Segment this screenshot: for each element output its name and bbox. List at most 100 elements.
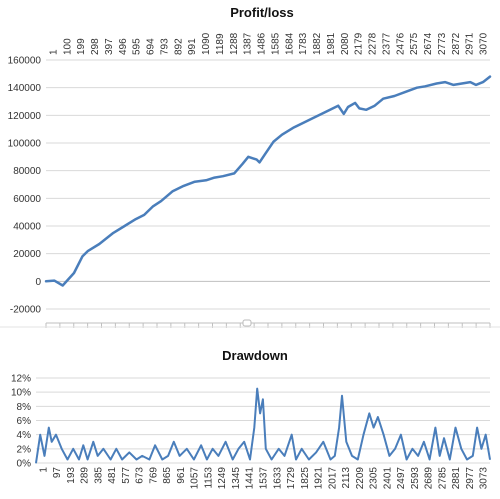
y-tick-label: 160000: [8, 56, 42, 67]
drawdown-y-axis: 0% 2% 4% 6% 8% 10% 12%: [11, 374, 31, 470]
x-tick-label: 1882: [312, 32, 323, 55]
x-tick-label: 1153: [203, 467, 214, 489]
data-point: [343, 113, 345, 115]
x-tick-label: 496: [118, 38, 129, 55]
x-tick-label: 2401: [382, 467, 393, 490]
data-point: [222, 175, 224, 177]
x-tick-label: 1189: [215, 33, 226, 55]
x-tick-label: 673: [135, 467, 146, 484]
data-point: [354, 102, 356, 104]
drawdown-chart[interactable]: Drawdown 0% 2% 4% 6% 8% 10% 12% 1 97 193 289 385 48…: [11, 348, 491, 489]
data-point: [480, 448, 482, 450]
data-point: [405, 91, 407, 93]
x-tick-label: 1057: [190, 467, 201, 490]
data-point: [341, 395, 343, 397]
y-tick-label: 8%: [17, 402, 32, 413]
data-point: [102, 448, 105, 450]
data-point: [429, 458, 431, 461]
data-point: [449, 458, 451, 461]
x-tick-label: 2785: [437, 467, 448, 490]
x-tick-label: 694: [146, 38, 157, 55]
y-tick-label: 0: [35, 277, 41, 288]
data-point: [383, 434, 385, 436]
data-point: [39, 434, 41, 436]
data-point: [416, 87, 418, 89]
data-point: [291, 434, 293, 436]
data-point: [128, 451, 130, 453]
y-tick-label: 40000: [13, 222, 41, 233]
data-point: [377, 416, 379, 418]
data-point: [182, 185, 185, 187]
data-point: [206, 458, 208, 461]
x-tick-label: 1585: [270, 32, 281, 55]
data-point: [278, 448, 280, 450]
data-point: [205, 179, 207, 181]
data-point: [193, 458, 195, 461]
data-point: [98, 243, 100, 245]
data-point: [152, 206, 154, 208]
data-point: [259, 412, 261, 415]
x-tick-label: 199: [76, 38, 87, 55]
x-tick-label: 1729: [286, 467, 297, 490]
data-point: [334, 455, 336, 457]
x-tick-label: 2689: [424, 467, 435, 490]
x-tick-label: 2278: [368, 32, 379, 55]
data-point: [262, 398, 264, 400]
data-point: [154, 444, 156, 446]
x-tick-label: 2017: [327, 467, 338, 490]
data-point: [167, 455, 169, 457]
x-tick-label: 793: [159, 38, 170, 55]
data-point: [393, 95, 396, 97]
x-tick-label: 481: [107, 467, 118, 484]
y-tick-label: 10%: [11, 388, 31, 399]
x-tick-label: 1825: [300, 467, 311, 490]
x-tick-label: 1288: [229, 32, 240, 55]
x-tick-label: 2977: [465, 467, 476, 490]
data-point: [135, 458, 138, 461]
data-point: [258, 161, 261, 163]
data-point: [97, 455, 99, 457]
x-tick-label: 1249: [217, 467, 228, 490]
data-point: [256, 159, 258, 161]
x-tick-label: 769: [148, 467, 159, 484]
data-point: [160, 200, 162, 202]
data-point: [121, 458, 123, 461]
y-tick-label: 2%: [17, 444, 32, 455]
data-point: [112, 232, 114, 234]
data-point: [237, 448, 240, 450]
profit-loss-chart[interactable]: Profit/loss -20000 0 20000 40000 60000 80000 1…: [8, 5, 492, 328]
data-point: [303, 121, 306, 123]
data-point: [372, 426, 375, 429]
data-point: [212, 448, 214, 450]
data-point: [394, 448, 396, 450]
data-point: [466, 458, 468, 461]
x-tick-label: 2080: [340, 32, 351, 55]
data-point: [87, 250, 89, 252]
data-point: [92, 441, 94, 443]
data-point: [406, 458, 408, 461]
data-point: [424, 85, 426, 87]
data-point: [43, 455, 46, 457]
data-point: [45, 280, 47, 282]
y-tick-label: 80000: [13, 166, 41, 177]
x-tick-label: 865: [162, 467, 173, 484]
data-point: [326, 110, 328, 112]
data-point: [256, 388, 258, 390]
x-tick-label: 2881: [451, 467, 462, 490]
x-tick-label: 1537: [259, 467, 270, 490]
pane-splitter-handle[interactable]: [242, 319, 252, 327]
x-tick-label: 1633: [272, 467, 283, 490]
data-point: [489, 458, 491, 461]
data-point: [362, 434, 365, 436]
data-point: [141, 455, 143, 457]
data-point: [374, 105, 376, 107]
x-tick-label: 1486: [257, 32, 268, 55]
data-point: [253, 426, 255, 429]
y-tick-label: 0%: [17, 459, 32, 470]
x-tick-label: 2377: [381, 32, 392, 55]
data-point: [365, 109, 367, 111]
x-tick-label: 595: [132, 38, 143, 55]
x-tick-label: 1441: [245, 467, 256, 490]
data-point: [247, 156, 249, 158]
data-point: [338, 426, 340, 429]
